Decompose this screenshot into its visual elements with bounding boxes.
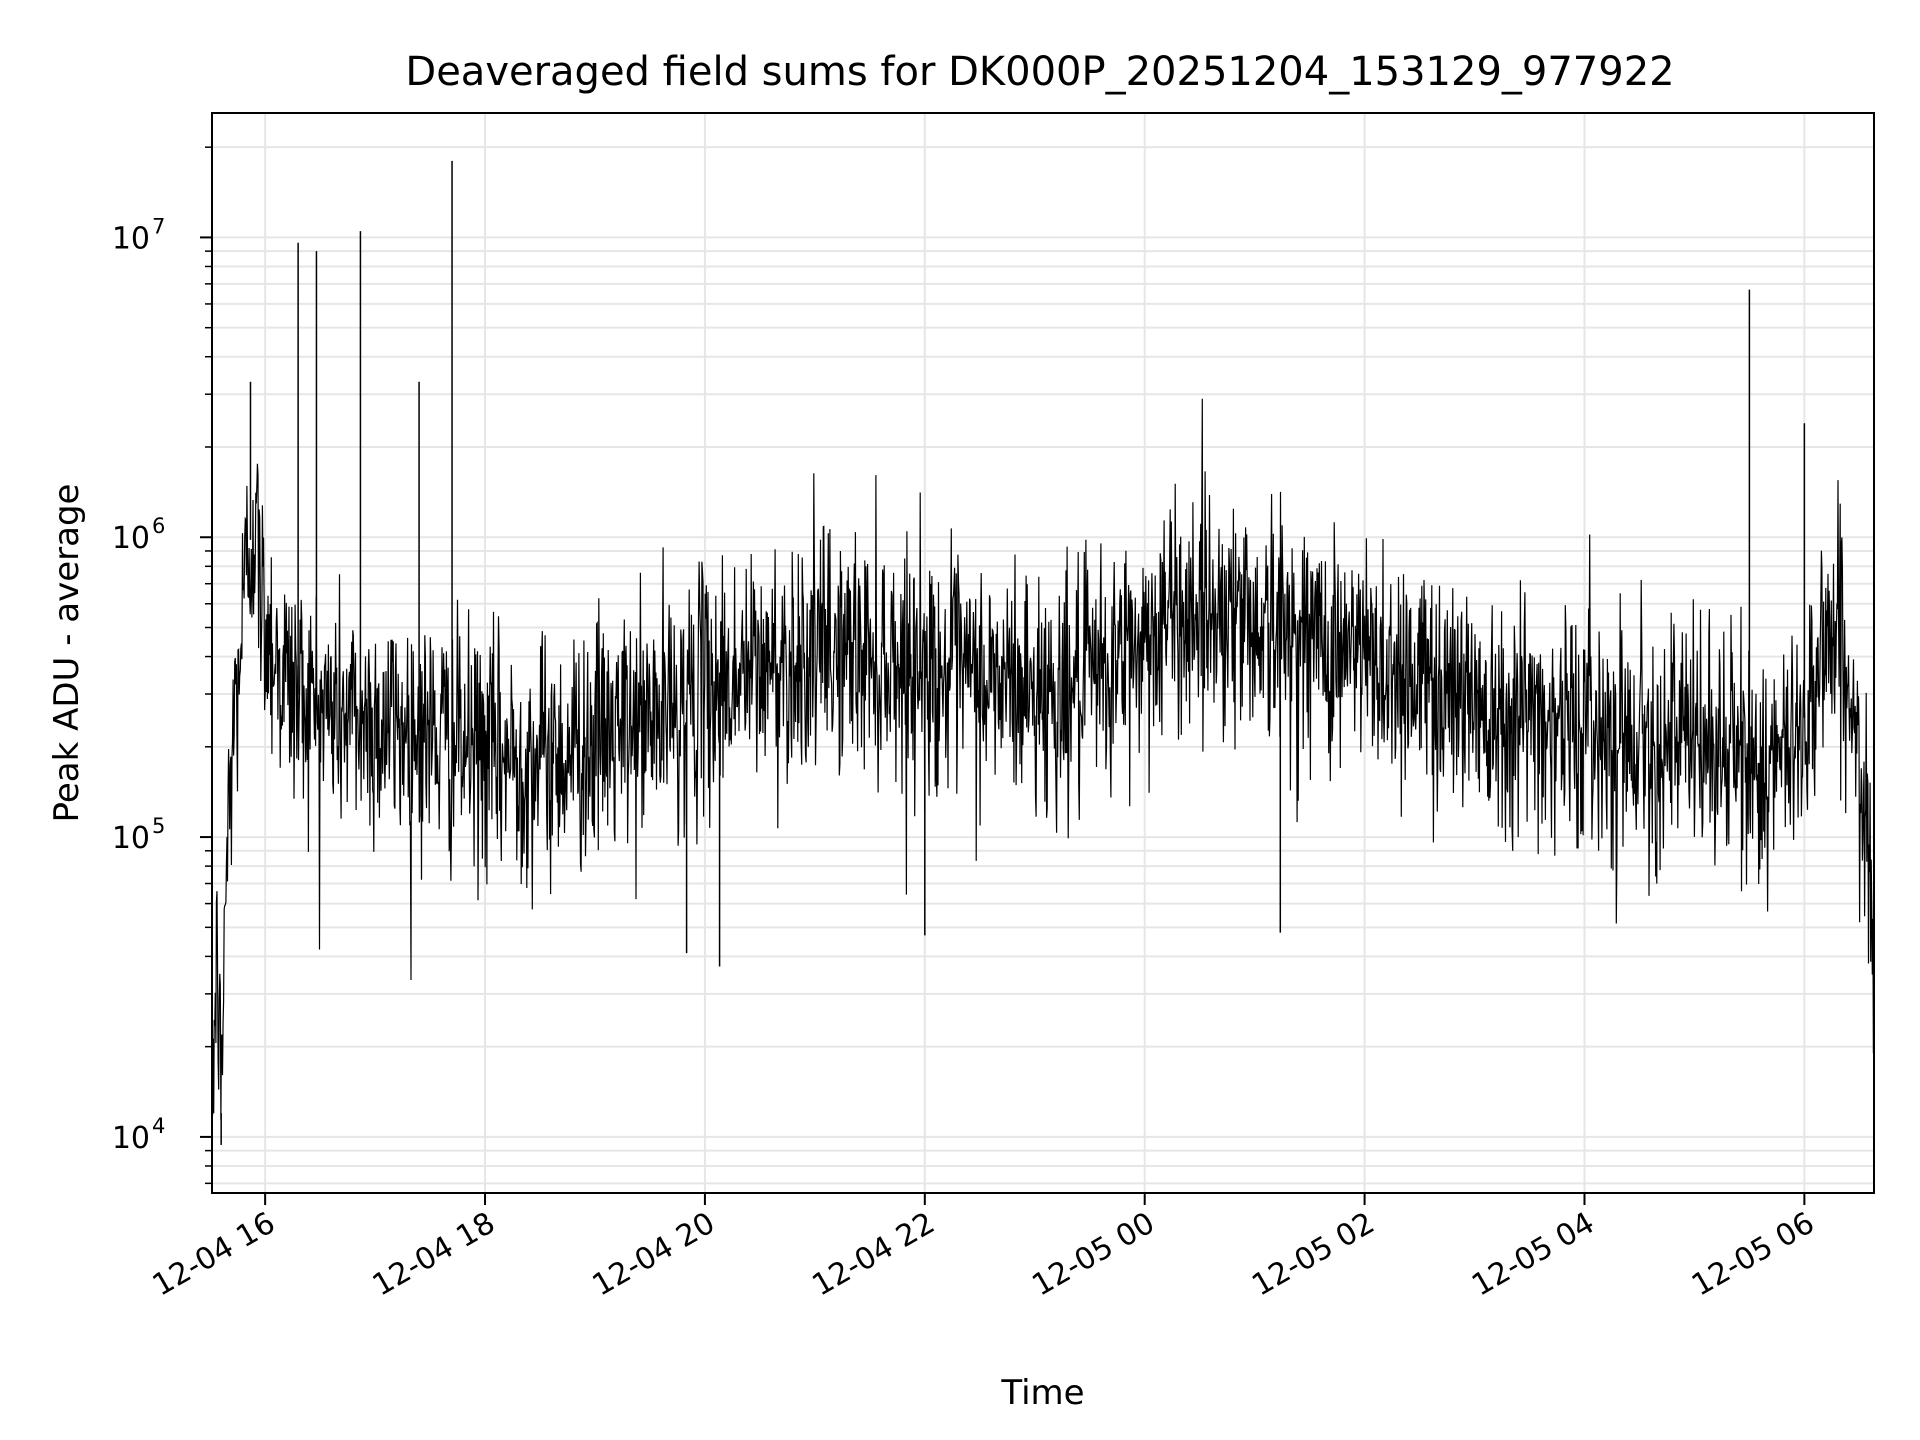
series-line	[211, 398, 1875, 1120]
y-axis-label: Peak ADU - average	[47, 484, 87, 823]
plot-frame	[211, 112, 1875, 1194]
y-tick-base: 10	[112, 821, 150, 856]
x-axis-label: Time	[1000, 1373, 1084, 1413]
y-tick-exponent: 6	[152, 514, 165, 538]
y-tick-label: 10	[112, 221, 150, 256]
y-tick-exponent: 4	[152, 1114, 165, 1138]
y-tick-base: 10	[112, 521, 150, 556]
series-layer	[211, 160, 1875, 1145]
y-tick-base: 10	[112, 1121, 150, 1156]
chart-title: Deaveraged field sums for DK000P_2025120…	[405, 49, 1674, 95]
y-tick-base: 10	[112, 221, 150, 256]
y-tick-exponent: 7	[152, 214, 165, 238]
y-tick-label: 10	[112, 821, 150, 856]
y-tick-label: 10	[112, 1121, 150, 1156]
y-tick-label: 10	[112, 521, 150, 556]
y-tick-exponent: 5	[152, 814, 165, 838]
